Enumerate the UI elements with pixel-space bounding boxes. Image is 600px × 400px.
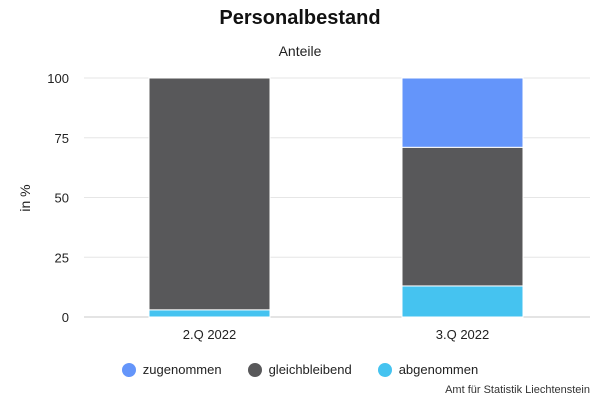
chart-title: Personalbestand bbox=[219, 7, 381, 29]
x-tick-label: 2.Q 2022 bbox=[183, 327, 237, 342]
legend-swatch bbox=[377, 362, 392, 377]
y-tick-label: 75 bbox=[55, 131, 69, 146]
legend-label: abgenommen bbox=[398, 362, 479, 377]
y-tick-label: 0 bbox=[62, 310, 69, 325]
y-tick-label: 50 bbox=[55, 191, 69, 206]
bar-gleichbleibend[interactable] bbox=[148, 77, 271, 311]
legend-swatch bbox=[121, 362, 136, 377]
legend: zugenommen gleichbleibend abgenommen bbox=[0, 362, 600, 377]
legend-item-gleichbleibend[interactable]: gleichbleibend bbox=[247, 362, 352, 377]
legend-label: gleichbleibend bbox=[268, 362, 352, 377]
legend-item-abgenommen[interactable]: abgenommen bbox=[377, 362, 479, 377]
bar-zugenommen[interactable] bbox=[401, 77, 524, 148]
bar-abgenommen[interactable] bbox=[401, 285, 524, 318]
chart-subtitle: Anteile bbox=[278, 43, 322, 59]
legend-item-zugenommen[interactable]: zugenommen bbox=[121, 362, 222, 377]
source-credit[interactable]: Amt für Statistik Liechtenstein bbox=[445, 384, 590, 396]
y-tick-label: 25 bbox=[55, 250, 69, 265]
y-tick-label: 100 bbox=[47, 71, 69, 86]
legend-label: zugenommen bbox=[142, 362, 222, 377]
bar-gleichbleibend[interactable] bbox=[401, 146, 524, 287]
x-tick-label: 3.Q 2022 bbox=[436, 327, 490, 342]
legend-swatch bbox=[247, 362, 262, 377]
y-axis-label: in % bbox=[17, 184, 33, 211]
bar-abgenommen[interactable] bbox=[148, 309, 271, 318]
